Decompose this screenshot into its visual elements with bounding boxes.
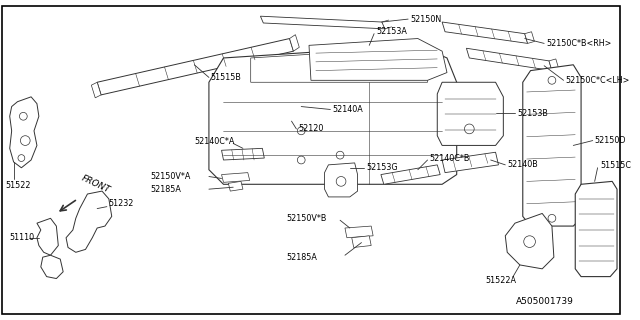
Text: 52153A: 52153A [376, 27, 407, 36]
Text: 52185A: 52185A [287, 253, 317, 262]
Text: 52140A: 52140A [332, 105, 363, 114]
Polygon shape [92, 82, 101, 98]
Polygon shape [381, 165, 440, 184]
Text: 51110: 51110 [10, 233, 35, 242]
Text: 52150V*A: 52150V*A [150, 172, 191, 181]
Polygon shape [260, 16, 385, 29]
Polygon shape [525, 32, 534, 44]
Polygon shape [437, 82, 503, 145]
Polygon shape [442, 22, 527, 44]
Polygon shape [309, 38, 447, 80]
Text: 52150C*B<RH>: 52150C*B<RH> [546, 39, 611, 48]
Text: 52185A: 52185A [150, 185, 182, 194]
Text: A505001739: A505001739 [515, 297, 573, 306]
Text: FRONT: FRONT [79, 174, 111, 195]
Text: 52150C*C<LH>: 52150C*C<LH> [566, 76, 630, 85]
Text: 52150V*B: 52150V*B [287, 214, 327, 223]
Text: 51515C: 51515C [600, 161, 632, 170]
Polygon shape [41, 255, 63, 278]
Polygon shape [523, 65, 581, 226]
Polygon shape [209, 45, 457, 184]
Polygon shape [549, 59, 559, 71]
Text: 52140C*A: 52140C*A [195, 137, 235, 146]
Text: 52140C*B: 52140C*B [429, 154, 470, 163]
Polygon shape [467, 48, 552, 71]
Polygon shape [442, 152, 499, 172]
Text: 51522: 51522 [6, 181, 31, 190]
Text: 52150D: 52150D [595, 136, 626, 145]
Polygon shape [221, 148, 264, 160]
Text: 51515B: 51515B [211, 73, 242, 82]
Text: 51232: 51232 [109, 199, 134, 208]
Text: 52140B: 52140B [508, 160, 538, 169]
Polygon shape [251, 48, 428, 82]
Polygon shape [345, 226, 373, 238]
Polygon shape [289, 35, 300, 51]
Text: 52120: 52120 [298, 124, 324, 133]
Polygon shape [324, 163, 358, 197]
Text: 52153B: 52153B [517, 109, 548, 118]
Polygon shape [66, 191, 112, 252]
Text: 52153G: 52153G [366, 163, 398, 172]
Text: 51522A: 51522A [486, 276, 517, 285]
Polygon shape [97, 38, 294, 95]
Polygon shape [221, 172, 250, 182]
Polygon shape [228, 181, 243, 191]
Polygon shape [10, 97, 39, 168]
Polygon shape [575, 181, 617, 276]
Text: 52150N: 52150N [410, 15, 442, 24]
Polygon shape [352, 236, 371, 247]
Polygon shape [37, 218, 58, 255]
Polygon shape [506, 213, 554, 269]
